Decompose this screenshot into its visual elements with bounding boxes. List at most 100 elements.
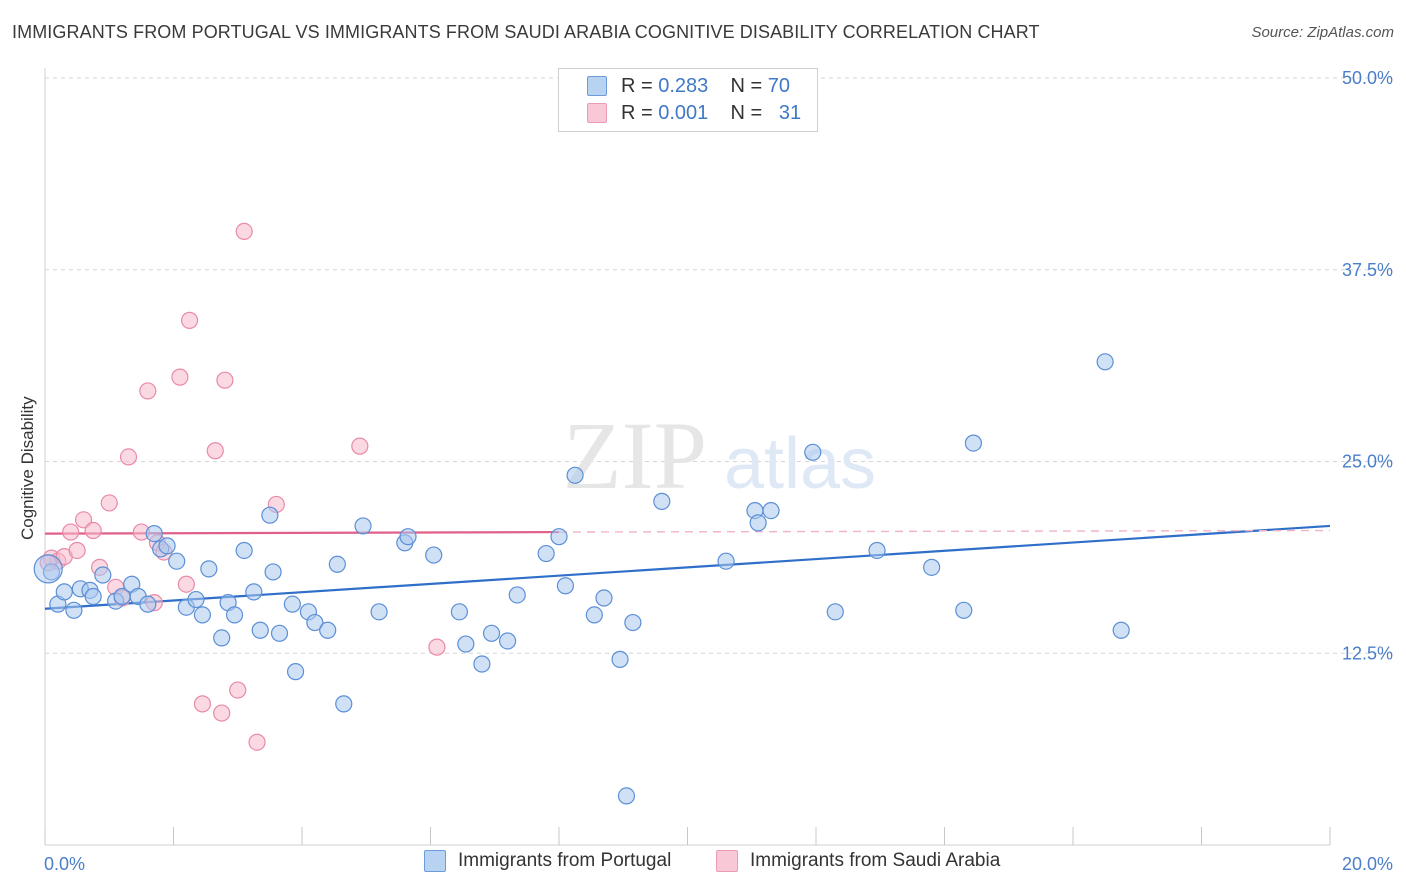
- trend-line-portugal: [44, 524, 1331, 610]
- legend-n-value: 70: [767, 74, 791, 97]
- point-portugal: [585, 606, 603, 624]
- point-portugal: [617, 787, 636, 805]
- point-saudi: [428, 638, 446, 656]
- x-tick-label: 0.0%: [44, 854, 85, 874]
- point-saudi: [235, 222, 253, 240]
- point-portugal: [335, 695, 353, 713]
- trend-lines: [44, 524, 1331, 610]
- point-portugal: [537, 544, 555, 563]
- point-portugal: [245, 583, 263, 601]
- legend-r-value: 0.001: [658, 101, 709, 124]
- point-saudi: [84, 521, 102, 540]
- legend-label-saudi: Immigrants from Saudi Arabia: [750, 850, 1001, 871]
- point-portugal: [264, 563, 282, 581]
- legend-r-label: R =: [621, 101, 653, 124]
- point-saudi: [74, 511, 93, 529]
- legend-n-value: 31: [778, 101, 802, 124]
- axes: [44, 68, 1331, 846]
- point-portugal: [251, 621, 269, 639]
- y-tick-label: 37.5%: [1342, 260, 1393, 280]
- watermark-atlas: atlas: [724, 424, 876, 504]
- series-legend: Immigrants from Portugal Immigrants from…: [0, 850, 1406, 880]
- point-portugal: [450, 603, 469, 621]
- legend-item-portugal: Immigrants from Portugal: [424, 850, 671, 872]
- point-portugal: [145, 524, 163, 543]
- point-portugal: [624, 613, 642, 632]
- legend-r-label: R =: [621, 74, 653, 97]
- point-portugal: [139, 595, 157, 613]
- point-portugal: [158, 537, 176, 555]
- point-portugal: [550, 528, 568, 546]
- point-portugal: [286, 663, 305, 681]
- point-portugal: [55, 583, 73, 601]
- point-portugal: [804, 443, 822, 461]
- point-portugal: [225, 606, 244, 624]
- point-portugal: [270, 624, 289, 642]
- legend-label-portugal: Immigrants from Portugal: [458, 850, 672, 871]
- point-portugal: [94, 566, 112, 584]
- point-portugal: [283, 595, 301, 613]
- point-portugal: [749, 514, 767, 532]
- point-portugal: [235, 541, 253, 560]
- x-tick-label: 20.0%: [1342, 854, 1393, 874]
- point-portugal: [473, 655, 491, 673]
- stats-legend: R = 0.283 N = 70 R = 0.001 N = 31: [558, 68, 818, 132]
- y-tick-label: 25.0%: [1342, 452, 1393, 472]
- point-saudi: [180, 311, 199, 329]
- point-saudi: [100, 494, 118, 512]
- point-saudi: [229, 681, 247, 699]
- point-portugal: [1096, 353, 1114, 371]
- y-tick-label: 12.5%: [1342, 643, 1393, 663]
- point-portugal: [200, 560, 218, 578]
- source-credit: Source: ZipAtlas.com: [1251, 24, 1394, 41]
- point-portugal: [370, 603, 388, 621]
- point-portugal: [653, 492, 671, 510]
- data-points: [33, 222, 1130, 805]
- point-portugal: [1112, 621, 1130, 639]
- point-saudi: [216, 371, 234, 389]
- point-saudi: [62, 523, 80, 541]
- grid-lines: [45, 77, 1392, 654]
- point-portugal: [955, 601, 973, 619]
- point-portugal: [168, 552, 186, 570]
- point-portugal: [762, 501, 780, 520]
- saudi-swatch: [587, 103, 607, 123]
- point-portugal: [261, 506, 279, 524]
- point-portugal: [306, 613, 324, 632]
- portugal-legend-swatch: [424, 850, 446, 872]
- point-portugal: [399, 528, 417, 546]
- legend-n-label: N =: [730, 74, 763, 97]
- point-portugal: [425, 546, 443, 564]
- point-portugal: [84, 587, 102, 606]
- point-portugal: [964, 434, 983, 452]
- point-portugal: [65, 601, 83, 619]
- point-portugal: [826, 603, 844, 621]
- legend-row-portugal: R = 0.283 N = 70: [587, 73, 790, 99]
- point-saudi: [206, 442, 224, 460]
- legend-n-label: N =: [730, 101, 763, 124]
- trend-line-saudi: [44, 530, 560, 535]
- saudi-legend-swatch: [716, 850, 738, 872]
- watermark-zip: ZIP: [563, 402, 707, 509]
- point-portugal: [611, 650, 629, 668]
- point-portugal: [457, 635, 475, 653]
- point-portugal: [595, 589, 613, 607]
- chart-title: IMMIGRANTS FROM PORTUGAL VS IMMIGRANTS F…: [12, 22, 1040, 42]
- legend-row-saudi: R = 0.001 N = 31: [587, 100, 801, 126]
- point-saudi: [68, 541, 86, 560]
- y-tick-label: 50.0%: [1342, 68, 1393, 88]
- point-saudi: [213, 704, 231, 722]
- point-saudi: [351, 437, 369, 455]
- point-portugal: [868, 541, 886, 560]
- point-portugal: [717, 552, 735, 570]
- point-saudi: [177, 575, 195, 593]
- legend-r-value: 0.283: [658, 74, 709, 97]
- point-portugal: [354, 517, 372, 535]
- trend-line-saudi-extension: [558, 529, 1331, 533]
- point-saudi: [139, 382, 157, 400]
- point-portugal: [187, 590, 205, 609]
- point-saudi: [248, 733, 266, 751]
- watermark: ZIP atlas: [563, 402, 876, 509]
- point-portugal: [328, 555, 346, 573]
